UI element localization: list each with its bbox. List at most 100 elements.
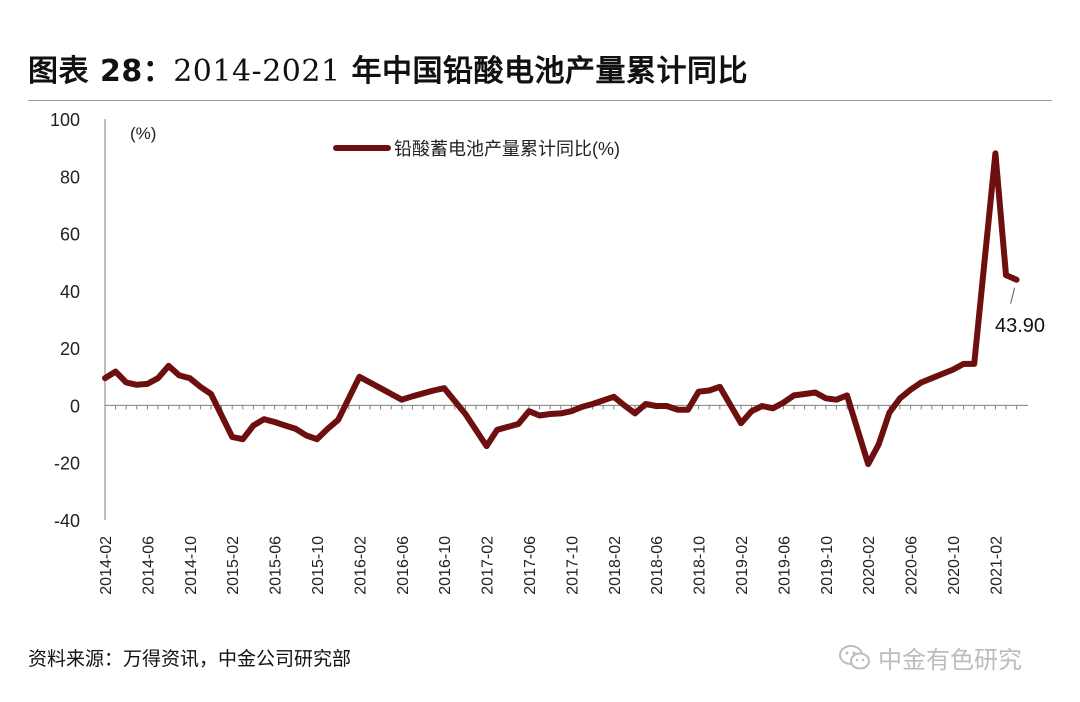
data-point: [780, 400, 787, 406]
x-tick-label: 2016-10: [437, 536, 454, 595]
data-point: [833, 397, 840, 403]
data-point: [547, 411, 553, 417]
data-point: [611, 394, 617, 400]
legend-label: 铅酸蓄电池产量累计同比(%): [394, 139, 620, 159]
watermark-text: 中金有色研究: [878, 646, 1022, 674]
y-tick-label: -20: [54, 454, 80, 474]
data-point: [590, 401, 596, 407]
data-point: [314, 436, 320, 442]
data-point: [823, 395, 829, 401]
x-tick-label: 2014-02: [98, 536, 115, 595]
data-point: [558, 410, 564, 416]
data-point: [303, 432, 309, 439]
y-tick-label: 60: [60, 225, 80, 245]
y-tick-label: -40: [54, 511, 80, 531]
data-point: [282, 422, 288, 429]
data-point: [166, 363, 172, 369]
source-note: 资料来源：万得资讯，中金公司研究部: [28, 648, 352, 670]
x-tick-label: 2018-02: [607, 536, 624, 595]
data-point: [335, 417, 341, 423]
data-point: [208, 391, 214, 397]
x-tick-label: 2020-10: [946, 536, 963, 595]
annotation-label: 43.90: [995, 315, 1045, 337]
x-tick-label: 2018-10: [692, 536, 709, 595]
data-point: [653, 403, 659, 409]
data-point: [897, 395, 903, 401]
data-point: [791, 392, 797, 398]
x-tick-label: 2019-02: [734, 536, 751, 595]
data-point: [844, 392, 850, 398]
data-point: [441, 385, 447, 391]
x-tick-label: 2017-06: [522, 536, 539, 595]
data-point: [876, 441, 882, 447]
data-point: [971, 361, 977, 367]
x-tick-label: 2020-06: [904, 536, 921, 595]
data-point: [123, 379, 129, 386]
data-point: [1014, 277, 1020, 283]
x-tick-label: 2017-10: [564, 536, 581, 595]
data-point: [908, 387, 914, 393]
data-point: [537, 412, 543, 419]
data-point: [759, 403, 765, 409]
x-tick-label: 2015-10: [310, 536, 327, 595]
data-point: [992, 150, 999, 156]
data-point: [696, 389, 702, 395]
data-point: [261, 416, 267, 422]
data-point: [367, 379, 373, 386]
y-tick-label: 0: [70, 396, 80, 416]
data-point: [515, 421, 522, 427]
data-point: [1003, 272, 1009, 278]
data-point: [961, 361, 967, 367]
data-point: [409, 393, 415, 399]
wechat-icon: [839, 644, 870, 669]
data-point: [865, 461, 871, 467]
data-point: [494, 427, 500, 433]
x-tick-label: 2014-10: [183, 536, 200, 595]
data-point: [293, 426, 299, 432]
data-point: [632, 410, 638, 416]
data-point: [886, 410, 893, 416]
data-point: [950, 367, 956, 373]
title-divider: [28, 100, 1052, 101]
data-point: [420, 390, 426, 396]
annotation-leader: [1010, 287, 1016, 304]
title-suffix: 年中国铅酸电池产量累计同比: [340, 54, 748, 89]
x-tick-label: 2014-06: [140, 536, 157, 595]
data-point: [918, 379, 924, 386]
data-point: [621, 402, 628, 408]
data-point: [568, 408, 575, 414]
data-point: [643, 401, 649, 407]
data-point: [388, 391, 394, 397]
data-point: [187, 375, 193, 381]
data-point: [250, 422, 256, 429]
data-point: [113, 369, 119, 375]
y-axis-unit-label: (%): [130, 124, 156, 143]
x-tick-label: 2019-10: [819, 536, 836, 595]
title-prefix: 图表 28：: [28, 54, 174, 89]
watermark: 中金有色研究: [838, 640, 1022, 675]
y-tick-label: 80: [60, 167, 80, 187]
y-tick-label: 40: [60, 282, 80, 302]
x-tick-label: 2015-02: [225, 536, 242, 595]
data-point: [378, 385, 384, 391]
data-point: [197, 384, 203, 390]
data-point: [505, 424, 511, 430]
x-tick-label: 2016-06: [395, 536, 412, 595]
data-point: [325, 426, 331, 432]
data-point: [579, 404, 585, 410]
y-tick-label: 100: [50, 110, 80, 130]
data-point: [939, 371, 946, 377]
data-point: [272, 419, 278, 425]
data-point: [749, 408, 755, 414]
x-tick-label: 2020-02: [861, 536, 878, 595]
data-point: [229, 434, 235, 440]
x-tick-label: 2018-06: [649, 536, 666, 595]
x-tick-label: 2016-02: [352, 536, 369, 595]
data-point: [685, 407, 691, 413]
data-point: [462, 411, 468, 417]
data-point: [452, 398, 458, 404]
data-point: [484, 443, 490, 449]
data-point: [134, 382, 140, 388]
data-point: [802, 391, 808, 397]
line-chart: 100 80 60 40 20 0 -20 -40 2014-02 2014-06 2014-10 2…: [50, 110, 1045, 595]
